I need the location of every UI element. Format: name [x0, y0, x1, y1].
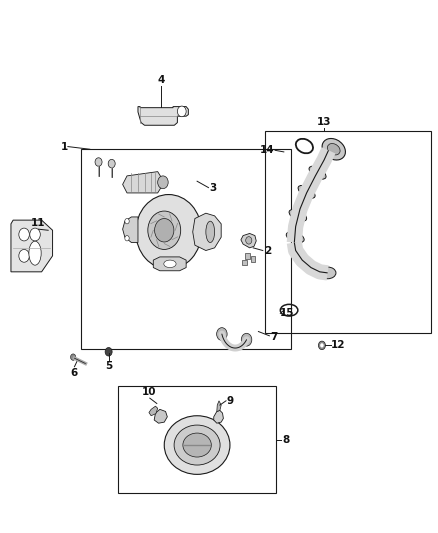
Text: 7: 7	[271, 332, 278, 342]
Text: 5: 5	[105, 361, 112, 372]
Ellipse shape	[298, 185, 315, 198]
Bar	[242, 260, 247, 265]
Text: 14: 14	[260, 146, 274, 155]
Text: 8: 8	[283, 435, 290, 445]
Ellipse shape	[164, 260, 176, 268]
Circle shape	[95, 158, 102, 166]
Text: 3: 3	[209, 183, 217, 192]
Ellipse shape	[319, 267, 336, 279]
Circle shape	[108, 159, 115, 168]
Polygon shape	[241, 233, 256, 248]
Ellipse shape	[174, 425, 220, 465]
Circle shape	[177, 106, 186, 117]
Circle shape	[298, 200, 305, 208]
Text: 4: 4	[158, 75, 165, 85]
Circle shape	[318, 341, 325, 350]
Ellipse shape	[322, 139, 346, 160]
Text: 9: 9	[227, 396, 234, 406]
Text: 2: 2	[264, 246, 271, 255]
Polygon shape	[123, 217, 138, 243]
Circle shape	[241, 333, 252, 346]
Text: 13: 13	[317, 117, 332, 127]
Circle shape	[19, 249, 29, 262]
Circle shape	[320, 343, 324, 348]
Circle shape	[217, 328, 227, 341]
Circle shape	[125, 219, 129, 224]
Circle shape	[307, 177, 314, 185]
Ellipse shape	[289, 209, 307, 221]
Circle shape	[294, 222, 301, 230]
Ellipse shape	[327, 143, 340, 155]
Circle shape	[125, 236, 129, 241]
Text: 1: 1	[60, 142, 68, 151]
Ellipse shape	[246, 237, 252, 244]
Circle shape	[318, 158, 325, 166]
Text: 11: 11	[31, 218, 46, 228]
Ellipse shape	[286, 232, 304, 243]
Ellipse shape	[183, 433, 212, 457]
Polygon shape	[153, 257, 186, 271]
Bar	[251, 256, 255, 262]
Circle shape	[105, 348, 112, 356]
Bar	[245, 253, 250, 259]
Polygon shape	[11, 220, 53, 272]
Polygon shape	[149, 406, 158, 416]
Ellipse shape	[309, 166, 326, 179]
Text: 6: 6	[71, 368, 78, 378]
Text: 12: 12	[331, 341, 346, 350]
Polygon shape	[214, 410, 223, 423]
Circle shape	[158, 176, 168, 189]
Circle shape	[71, 354, 76, 360]
Bar	[81, 149, 291, 349]
Polygon shape	[154, 409, 167, 423]
Polygon shape	[138, 107, 188, 125]
Bar	[265, 131, 431, 333]
Ellipse shape	[29, 241, 41, 265]
Ellipse shape	[164, 416, 230, 474]
Ellipse shape	[136, 195, 201, 269]
Ellipse shape	[148, 211, 180, 249]
Polygon shape	[123, 172, 164, 193]
Text: 10: 10	[141, 387, 156, 397]
Circle shape	[155, 219, 174, 242]
Text: 15: 15	[279, 309, 294, 318]
Ellipse shape	[206, 221, 215, 243]
Circle shape	[30, 228, 40, 241]
Polygon shape	[193, 213, 221, 251]
Bar	[118, 386, 276, 493]
Circle shape	[19, 228, 29, 241]
Polygon shape	[217, 401, 221, 411]
